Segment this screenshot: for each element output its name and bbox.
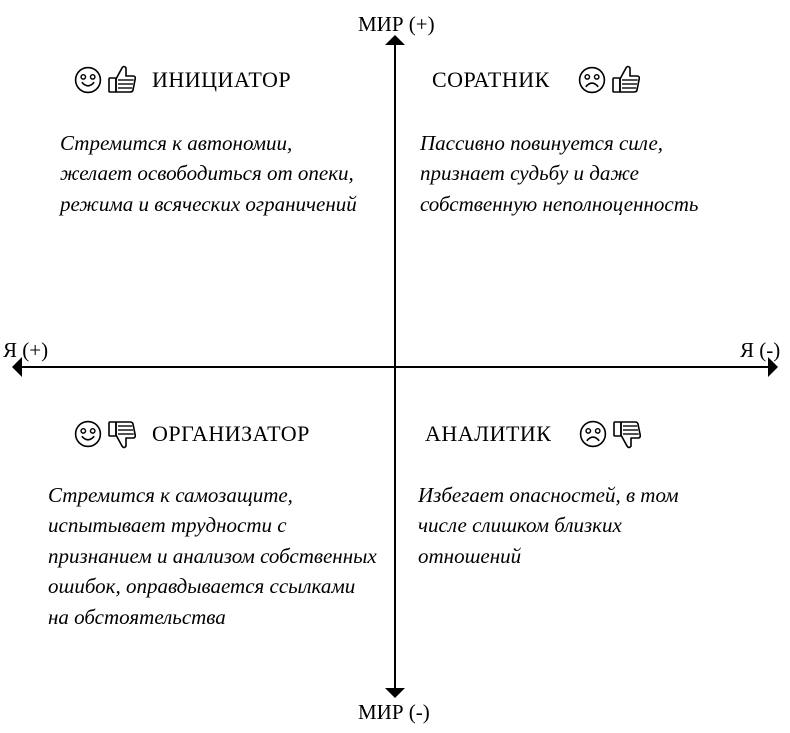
axis-horizontal [22, 366, 768, 368]
thumbs-up-icon [106, 64, 138, 96]
axis-label-right: Я (-) [740, 338, 780, 363]
thumbs-down-icon [106, 418, 138, 450]
happy-face-icon [74, 66, 102, 94]
quadrant-tr-desc: Пассивно повинуется силе, признает судьб… [420, 128, 725, 219]
quadrant-bl-title-row: ОРГАНИЗАТОР [74, 418, 310, 450]
quadrant-tr-title: СОРАТНИК [432, 67, 550, 93]
quadrant-tl-desc: Стремится к автономии, желает освободить… [60, 128, 360, 219]
quadrant-tl-title-row: ИНИЦИАТОР [74, 64, 291, 96]
sad-face-icon [578, 66, 606, 94]
quadrant-tl-icons [74, 64, 138, 96]
quadrant-bl-icons [74, 418, 138, 450]
quadrant-br-title-row: АНАЛИТИК [425, 418, 643, 450]
quadrant-tr-icons [578, 64, 642, 96]
quadrant-tl-title: ИНИЦИАТОР [152, 67, 291, 93]
axis-label-bottom: МИР (-) [358, 700, 430, 725]
axis-label-top: МИР (+) [358, 12, 435, 37]
thumbs-down-icon [611, 418, 643, 450]
quadrant-br-icons [579, 418, 643, 450]
axis-label-left: Я (+) [3, 338, 48, 363]
quadrant-br-title: АНАЛИТИК [425, 421, 551, 447]
quadrant-tr-title-row: СОРАТНИК [432, 64, 642, 96]
arrowhead-bottom [385, 688, 405, 698]
happy-face-icon [74, 420, 102, 448]
quadrant-bl-desc: Стремится к самозащите, испытывает трудн… [48, 480, 378, 632]
sad-face-icon [579, 420, 607, 448]
thumbs-up-icon [610, 64, 642, 96]
quadrant-bl-title: ОРГАНИЗАТОР [152, 421, 310, 447]
quadrant-br-desc: Избегает опасностей, в том числе слишком… [418, 480, 728, 571]
